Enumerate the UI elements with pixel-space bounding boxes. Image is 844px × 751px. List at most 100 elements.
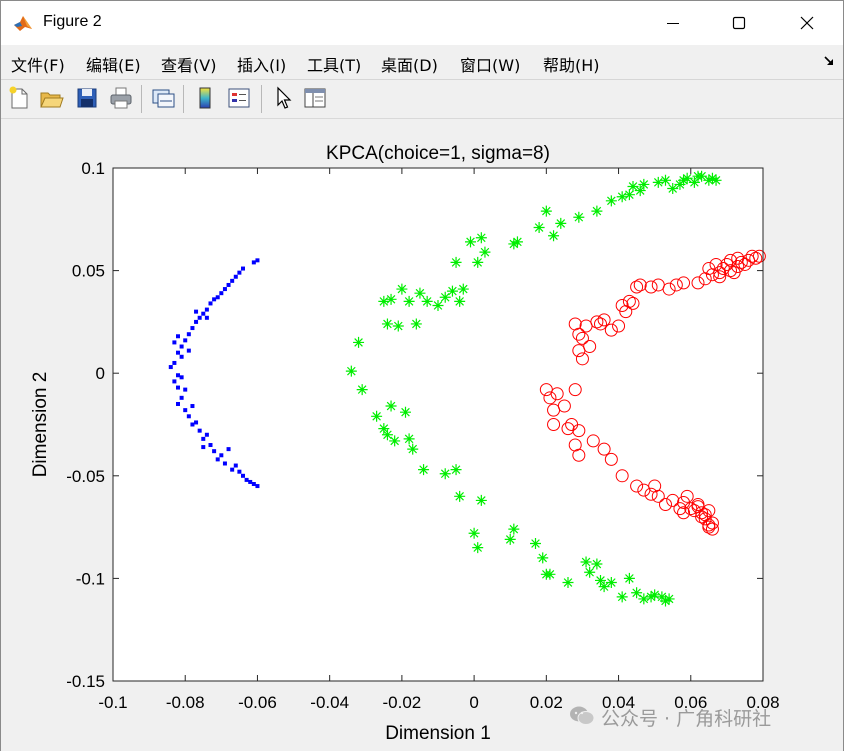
data-point: [644, 487, 658, 501]
data-point: [179, 354, 184, 359]
data-point: [591, 205, 603, 217]
data-point: [183, 408, 188, 413]
link-plot-icon[interactable]: [149, 84, 177, 112]
data-point: [630, 280, 644, 294]
data-point: [168, 365, 173, 370]
data-point: [623, 189, 635, 201]
data-point: [659, 498, 672, 512]
data-point: [222, 461, 227, 466]
data-point: [544, 568, 556, 580]
menu-file[interactable]: 文件(F): [11, 56, 65, 75]
data-point: [634, 185, 646, 197]
data-point: [439, 468, 451, 480]
x-tick-label: 0.02: [530, 693, 563, 712]
data-point: [720, 257, 734, 271]
data-point: [186, 348, 191, 353]
title-bar[interactable]: Figure 2: [1, 1, 843, 45]
save-icon[interactable]: [73, 84, 101, 112]
data-point: [508, 523, 520, 535]
data-point: [667, 183, 679, 195]
data-point: [734, 255, 748, 269]
menu-view[interactable]: 查看(V): [161, 56, 217, 75]
data-point: [381, 318, 393, 330]
data-point: [385, 400, 397, 412]
data-point: [572, 448, 586, 462]
y-tick-label: 0.05: [72, 262, 105, 281]
data-point: [396, 283, 408, 295]
data-point: [586, 434, 600, 448]
scatter-plot[interactable]: -0.1 -0.08 -0.06 -0.04 -0.02 0 0.02 0.04 0.06 0.0…: [1, 119, 843, 751]
pointer-icon[interactable]: [269, 84, 297, 112]
data-point: [208, 301, 213, 306]
data-point: [172, 340, 177, 345]
data-point: [627, 180, 639, 192]
data-point: [190, 326, 195, 331]
legend-icon[interactable]: [225, 84, 253, 112]
minimize-button[interactable]: [639, 1, 707, 45]
data-point: [724, 253, 737, 267]
data-point: [468, 527, 480, 539]
open-file-icon[interactable]: [37, 84, 65, 112]
property-editor-icon[interactable]: [301, 84, 329, 112]
series-asterisk: [345, 170, 722, 607]
figure-canvas: -0.1 -0.08 -0.06 -0.04 -0.02 0 0.02 0.04 0.06 0.0…: [1, 119, 843, 751]
menu-insert[interactable]: 插入(I): [237, 56, 287, 75]
data-point: [573, 211, 585, 223]
data-point: [533, 222, 545, 234]
menu-desktop[interactable]: 桌面(D): [381, 56, 438, 75]
data-point: [201, 445, 206, 450]
data-point: [400, 406, 411, 418]
data-point: [727, 266, 741, 280]
data-point: [421, 295, 433, 307]
data-point: [630, 479, 644, 493]
data-point: [392, 320, 404, 332]
data-point: [475, 232, 487, 244]
data-point: [745, 249, 759, 263]
data-point: [508, 238, 520, 250]
close-button[interactable]: [773, 1, 841, 45]
data-point: [212, 449, 217, 454]
data-point: [575, 331, 589, 345]
data-point: [645, 591, 657, 603]
data-point: [626, 296, 640, 310]
data-point: [381, 429, 393, 441]
data-point: [666, 493, 680, 507]
data-point: [677, 276, 691, 290]
data-point: [660, 595, 671, 607]
data-point: [176, 334, 180, 339]
data-point: [248, 479, 253, 484]
maximize-button[interactable]: [705, 1, 773, 45]
print-icon[interactable]: [107, 84, 135, 112]
y-tick-label: 0.1: [81, 159, 105, 178]
data-point: [568, 383, 582, 397]
data-point: [663, 593, 675, 605]
figure-toolbar: [1, 80, 843, 119]
menu-window[interactable]: 窗口(W): [460, 56, 521, 75]
data-point: [190, 404, 195, 409]
data-point: [705, 516, 719, 530]
data-point: [432, 299, 444, 311]
data-point: [649, 589, 661, 601]
menu-help[interactable]: 帮助(H): [543, 56, 600, 75]
data-point: [176, 373, 180, 378]
new-figure-icon[interactable]: [5, 84, 33, 112]
data-point: [678, 174, 690, 186]
window-title: Figure 2: [43, 13, 102, 30]
minimize-icon: [667, 23, 679, 24]
data-point: [669, 278, 683, 292]
data-point: [446, 285, 458, 297]
menu-edit[interactable]: 编辑(E): [86, 56, 141, 75]
data-point: [450, 464, 462, 476]
data-point: [749, 251, 763, 265]
data-point: [255, 258, 260, 263]
dock-figure-icon[interactable]: [823, 55, 835, 67]
menu-tools[interactable]: 工具(T): [307, 56, 362, 75]
data-point: [414, 287, 426, 299]
series-dot: [168, 258, 260, 489]
data-point: [616, 591, 628, 603]
data-point: [731, 251, 745, 265]
data-point: [691, 276, 705, 290]
data-point: [604, 323, 618, 337]
colorbar-icon[interactable]: [191, 84, 219, 112]
